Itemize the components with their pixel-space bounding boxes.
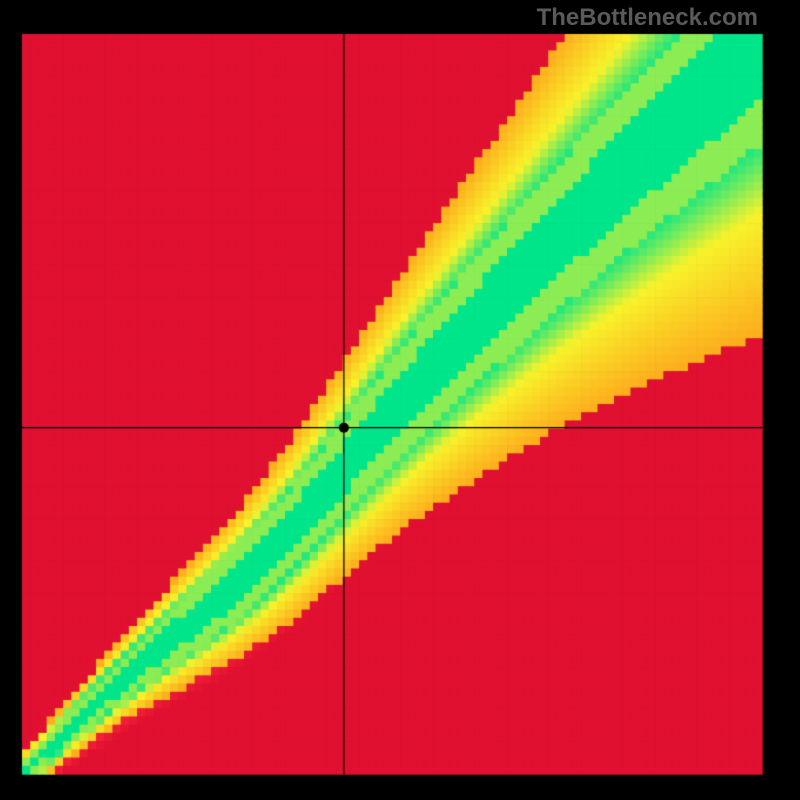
watermark-text: TheBottleneck.com bbox=[537, 4, 758, 32]
bottleneck-heatmap bbox=[0, 0, 800, 800]
chart-container: TheBottleneck.com bbox=[0, 0, 800, 800]
